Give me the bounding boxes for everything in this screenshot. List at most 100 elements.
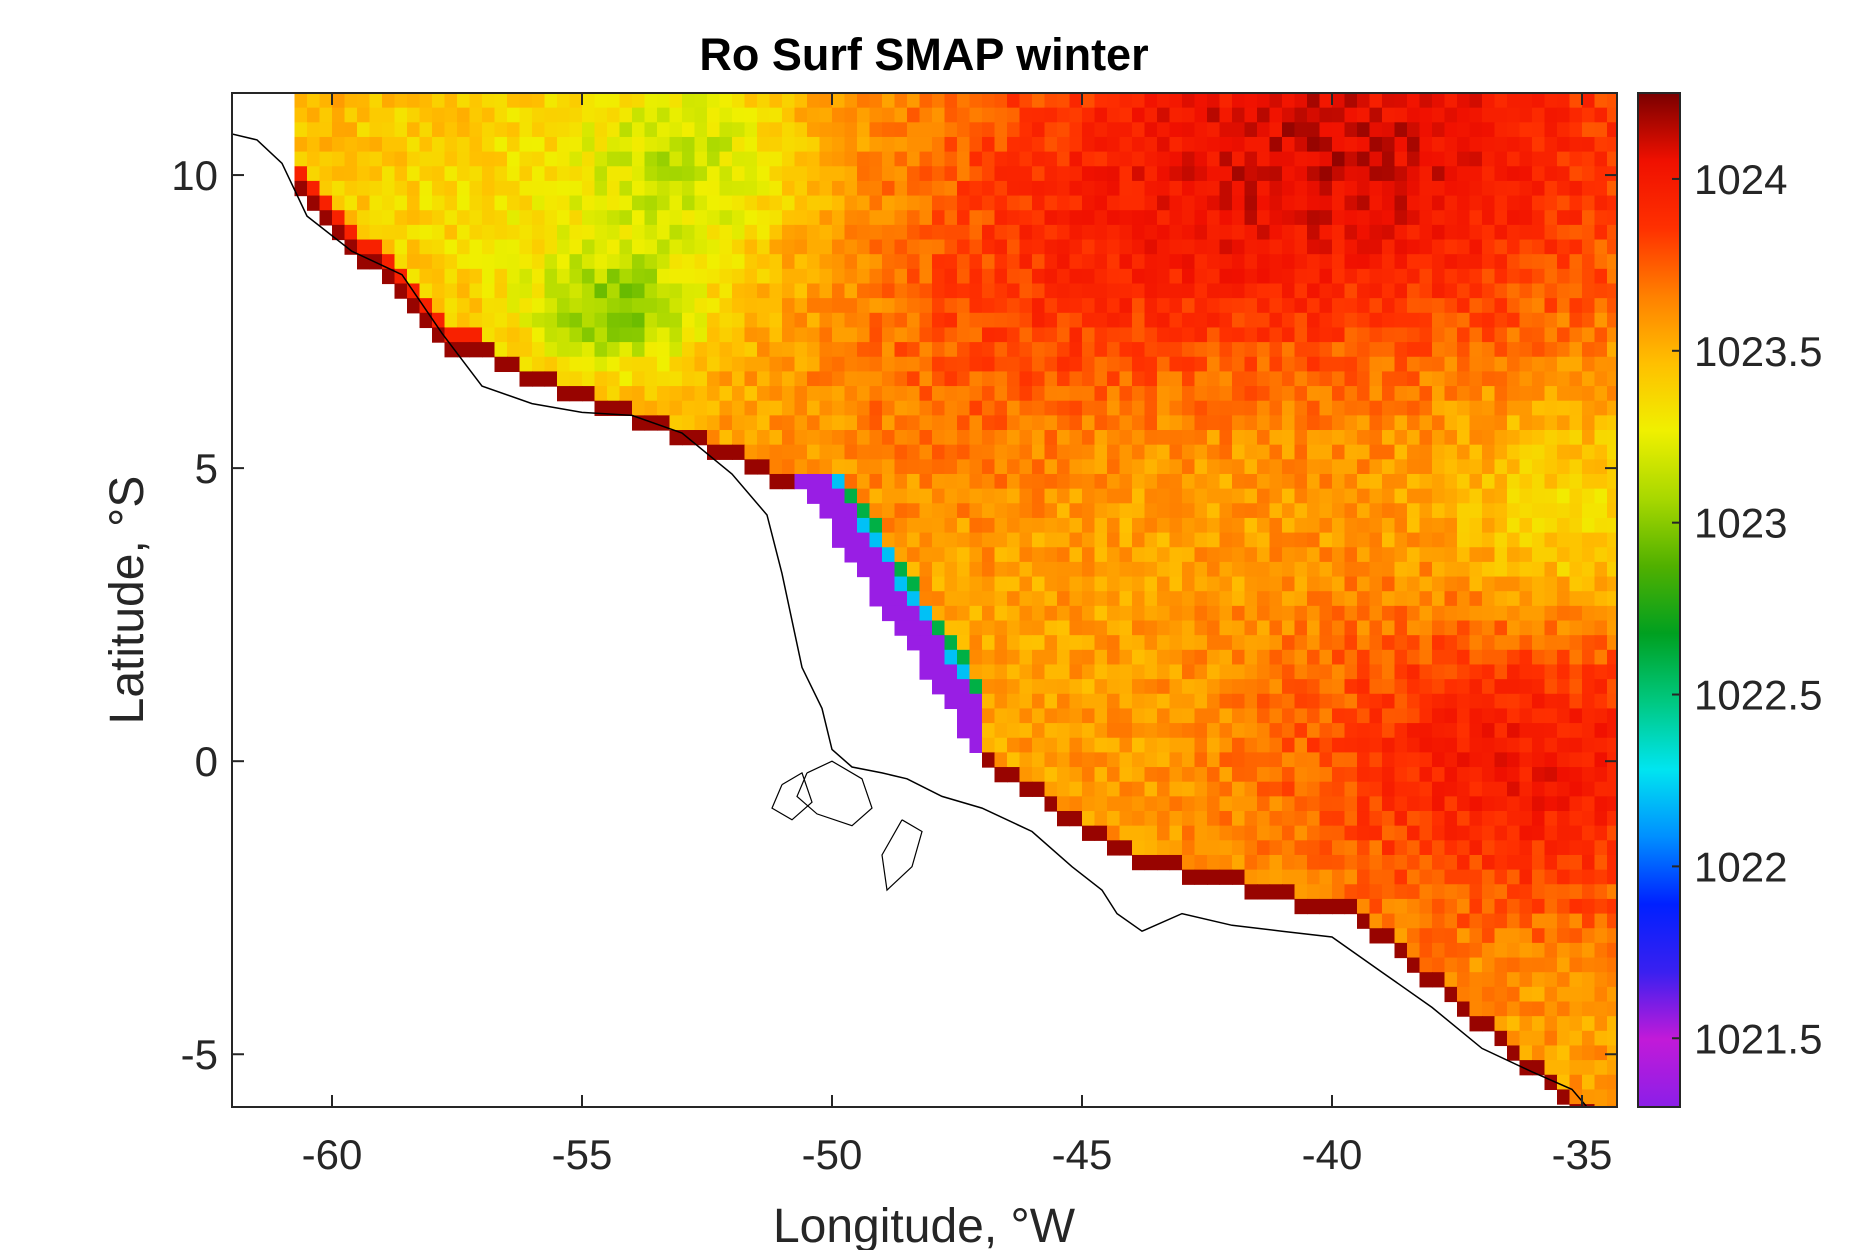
- heat-cell: [1369, 224, 1383, 241]
- heat-cell: [1382, 386, 1396, 402]
- heat-cell: [1594, 195, 1608, 211]
- heat-cell: [869, 415, 883, 431]
- heat-cell: [1207, 591, 1221, 607]
- heat-cell: [1344, 679, 1358, 695]
- heat-cell: [1157, 517, 1171, 534]
- heat-cell: [1244, 400, 1258, 416]
- heat-cell: [1594, 635, 1608, 651]
- heat-cell: [994, 517, 1008, 534]
- heat-cell: [1407, 283, 1421, 299]
- heat-cell: [1382, 664, 1396, 680]
- heat-cell: [1219, 224, 1233, 241]
- heat-cell: [1107, 415, 1121, 431]
- heat-cell: [1219, 723, 1233, 739]
- heat-cell: [1257, 708, 1271, 724]
- heat-cell: [1244, 767, 1258, 783]
- heat-cell: [1344, 488, 1358, 504]
- heat-cell: [1182, 415, 1196, 431]
- heat-cell: [1344, 884, 1358, 900]
- heat-cell: [1094, 298, 1108, 314]
- heat-cell: [544, 342, 558, 358]
- heat-cell: [1294, 767, 1308, 783]
- heat-cell: [1132, 649, 1146, 666]
- heat-cell: [694, 93, 708, 109]
- heat-cell: [1432, 180, 1446, 197]
- heat-cell: [1269, 723, 1283, 739]
- heat-cell: [1019, 752, 1033, 768]
- heat-cell: [1069, 532, 1083, 548]
- heat-cell: [1107, 664, 1121, 680]
- heat-cell: [1032, 210, 1046, 226]
- heat-cell: [1244, 649, 1258, 666]
- heat-cell: [1582, 327, 1596, 343]
- heat-cell: [857, 503, 871, 519]
- heat-cell: [1407, 254, 1421, 270]
- heat-cell: [1207, 664, 1221, 680]
- heat-cell: [1032, 122, 1046, 138]
- heat-cell: [319, 93, 333, 109]
- heat-cell: [1382, 693, 1396, 710]
- heat-cell: [1394, 547, 1408, 563]
- heat-cell: [1382, 415, 1396, 431]
- heat-cell: [1169, 532, 1183, 548]
- heat-cell: [869, 210, 883, 226]
- heat-cell: [1569, 986, 1583, 1003]
- heat-cell: [644, 239, 658, 255]
- y-tick-label: 0: [195, 738, 218, 785]
- heat-cell: [1157, 386, 1171, 402]
- heat-cell: [894, 576, 908, 592]
- heat-cell: [1169, 825, 1183, 841]
- heat-cell: [1119, 371, 1133, 387]
- heat-cell: [1169, 781, 1183, 797]
- heat-cell: [1357, 283, 1371, 299]
- heat-cell: [1307, 298, 1321, 314]
- heat-cell: [1557, 239, 1571, 255]
- heat-cell: [1169, 151, 1183, 167]
- heat-cell: [969, 649, 983, 666]
- heat-cell: [707, 400, 721, 416]
- heat-cell: [632, 195, 646, 211]
- heat-cell: [507, 151, 521, 167]
- heat-cell: [857, 400, 871, 416]
- heat-cell: [1482, 459, 1496, 475]
- heat-cell: [1457, 928, 1471, 944]
- heat-cell: [1469, 180, 1483, 197]
- heat-cell: [1182, 254, 1196, 270]
- heat-cell: [807, 224, 821, 241]
- heat-cell: [1582, 825, 1596, 841]
- heat-cell: [1282, 708, 1296, 724]
- heat-cell: [1357, 107, 1371, 123]
- heat-cell: [1357, 93, 1371, 109]
- heat-cell: [969, 517, 983, 534]
- heat-cell: [807, 459, 821, 475]
- heat-cell: [1194, 708, 1208, 724]
- heat-cell: [507, 136, 521, 153]
- heat-cell: [944, 488, 958, 504]
- heat-cell: [1007, 180, 1021, 197]
- heat-cell: [919, 371, 933, 387]
- heat-cell: [1407, 854, 1421, 871]
- heat-cell: [1094, 708, 1108, 724]
- heat-cell: [1157, 825, 1171, 841]
- heat-cell: [1369, 898, 1383, 915]
- heat-cell: [857, 239, 871, 255]
- heat-cell: [1157, 268, 1171, 285]
- heat-cell: [919, 210, 933, 226]
- heat-cell: [1232, 224, 1246, 241]
- heat-cell: [1107, 268, 1121, 285]
- heat-cell: [1244, 459, 1258, 475]
- heat-cell: [732, 342, 746, 358]
- heat-cell: [1269, 854, 1283, 871]
- heat-cell: [1469, 942, 1483, 959]
- heat-cell: [1519, 400, 1533, 416]
- heat-cell: [707, 210, 721, 226]
- heat-cell: [869, 122, 883, 138]
- heat-cell: [1569, 1060, 1583, 1076]
- heat-cell: [1519, 811, 1533, 827]
- heat-cell: [707, 356, 721, 373]
- heat-cell: [1394, 356, 1408, 373]
- heat-cell: [1532, 635, 1546, 651]
- heat-cell: [1294, 180, 1308, 197]
- heat-cell: [1582, 371, 1596, 387]
- heat-cell: [1594, 444, 1608, 460]
